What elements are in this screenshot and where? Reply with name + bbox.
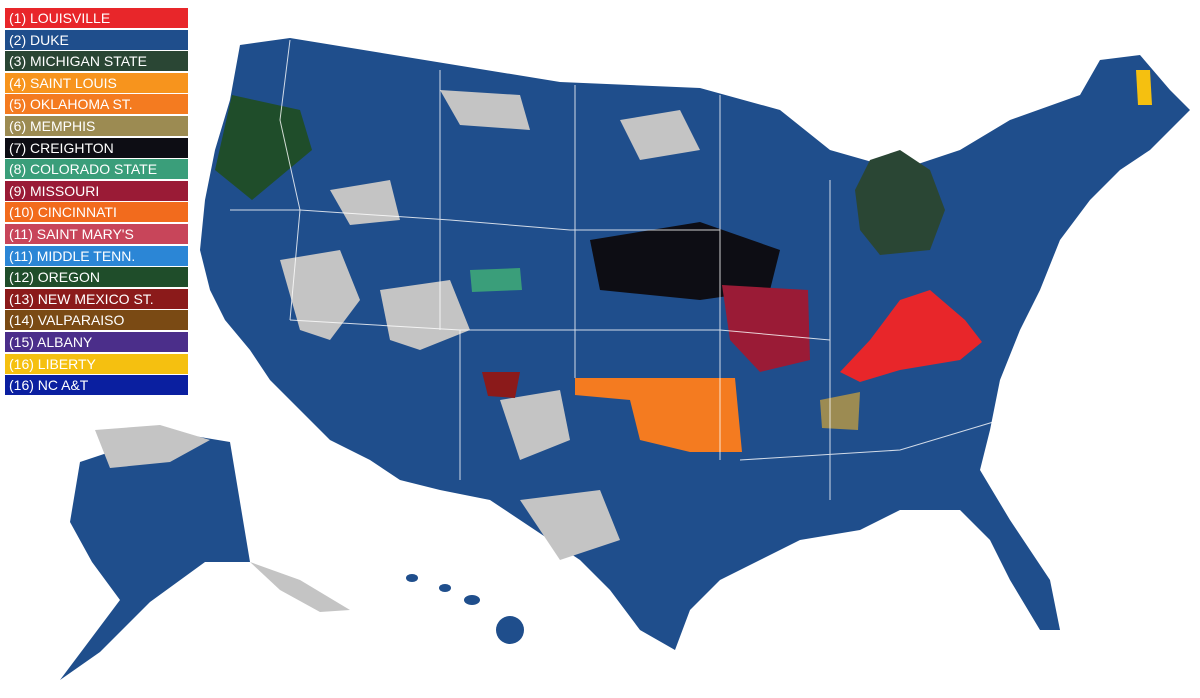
us-mainland [200, 38, 1190, 650]
gray-area [520, 490, 620, 560]
legend-entry: (12) OREGON [5, 267, 188, 288]
legend-entry: (2) DUKE [5, 29, 188, 50]
oklahoma-region [575, 378, 742, 452]
legend-entry: (5) OKLAHOMA ST. [5, 94, 188, 115]
gray-area [440, 90, 530, 130]
colorado-region [470, 268, 522, 292]
gray-area [500, 390, 570, 460]
legend-entry: (15) ALBANY [5, 331, 188, 352]
gray-area [280, 250, 360, 340]
kentucky-region [840, 290, 982, 382]
nebraska-region [590, 222, 780, 300]
state-line [739, 419, 1001, 461]
legend-entry: (13) NEW MEXICO ST. [5, 288, 188, 309]
legend-entry: (7) CREIGHTON [5, 137, 188, 158]
legend: (1) LOUISVILLE (2) DUKE (3) MICHIGAN STATE… [5, 8, 188, 397]
legend-entry: (16) LIBERTY [5, 353, 188, 374]
gray-area [620, 110, 700, 160]
hawaii-island [406, 574, 418, 582]
state-line [230, 209, 720, 231]
hawaii-island [496, 616, 524, 644]
legend-entry: (11) MIDDLE TENN. [5, 245, 188, 266]
legend-entry: (10) CINCINNATI [5, 202, 188, 223]
maine-region [1136, 70, 1152, 105]
alaska-gray [95, 425, 210, 468]
legend-entry: (4) SAINT LOUIS [5, 72, 188, 93]
legend-entry: (8) COLORADO STATE [5, 159, 188, 180]
hawaii [406, 574, 524, 644]
no-data-areas [280, 90, 700, 560]
oregon-region [215, 95, 312, 200]
legend-entry: (6) MEMPHIS [5, 115, 188, 136]
michigan-region [855, 150, 945, 255]
legend-entry: (14) VALPARAISO [5, 310, 188, 331]
state-lines [230, 39, 1001, 500]
legend-entry: (9) MISSOURI [5, 180, 188, 201]
legend-entry: (16) NC A&T [5, 375, 188, 396]
legend-entry: (3) MICHIGAN STATE [5, 51, 188, 72]
legend-entry: (1) LOUISVILLE [5, 8, 188, 28]
new-mexico-region [482, 372, 520, 398]
gray-area [380, 280, 470, 350]
alaska-panhandle [250, 562, 350, 612]
gray-area [330, 180, 400, 225]
hawaii-island [439, 584, 451, 592]
state-line [279, 39, 301, 321]
legend-entry: (11) SAINT MARY'S [5, 223, 188, 244]
missouri-region [722, 285, 810, 372]
hawaii-island [464, 595, 480, 605]
alaska [60, 432, 250, 680]
